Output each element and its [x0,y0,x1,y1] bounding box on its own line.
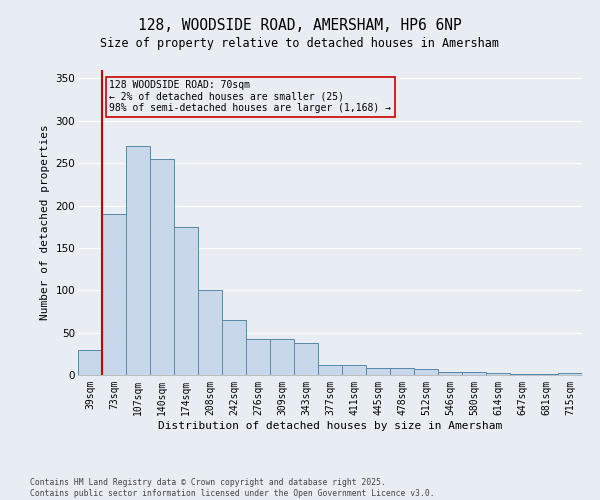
Text: 128, WOODSIDE ROAD, AMERSHAM, HP6 6NP: 128, WOODSIDE ROAD, AMERSHAM, HP6 6NP [138,18,462,32]
Bar [294,343,318,375]
Bar [438,372,462,375]
Bar [558,374,582,375]
Text: Size of property relative to detached houses in Amersham: Size of property relative to detached ho… [101,38,499,51]
Bar [270,340,294,375]
Bar [126,146,150,375]
Bar [318,365,342,375]
Text: 128 WOODSIDE ROAD: 70sqm
← 2% of detached houses are smaller (25)
98% of semi-de: 128 WOODSIDE ROAD: 70sqm ← 2% of detache… [109,80,391,114]
Bar [510,374,534,375]
Bar [78,350,102,375]
Bar [462,372,486,375]
X-axis label: Distribution of detached houses by size in Amersham: Distribution of detached houses by size … [158,420,502,430]
Bar [366,368,390,375]
Bar [342,365,366,375]
Bar [414,369,438,375]
Bar [150,159,174,375]
Bar [534,374,558,375]
Bar [246,338,270,375]
Bar [390,368,414,375]
Y-axis label: Number of detached properties: Number of detached properties [40,124,50,320]
Bar [102,214,126,375]
Bar [198,290,222,375]
Bar [486,374,510,375]
Bar [222,320,246,375]
Bar [174,226,198,375]
Text: Contains HM Land Registry data © Crown copyright and database right 2025.
Contai: Contains HM Land Registry data © Crown c… [30,478,434,498]
